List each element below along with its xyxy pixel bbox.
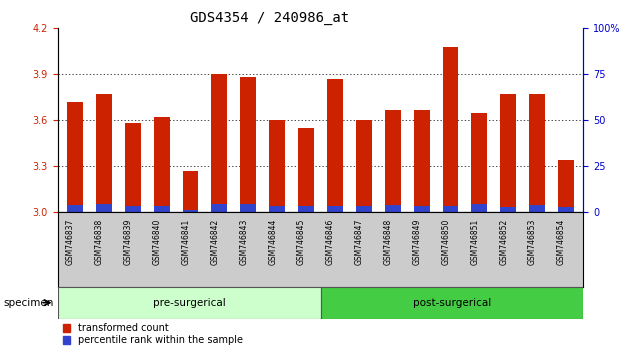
- Text: specimen: specimen: [3, 298, 54, 308]
- Bar: [471, 113, 487, 212]
- Text: GSM746850: GSM746850: [442, 218, 451, 265]
- Text: GSM746842: GSM746842: [210, 218, 219, 264]
- Bar: [67, 102, 83, 212]
- Bar: [327, 79, 343, 212]
- Bar: [385, 110, 401, 212]
- Text: GSM746840: GSM746840: [153, 218, 162, 265]
- Text: GSM746853: GSM746853: [528, 218, 537, 265]
- Bar: [442, 47, 458, 212]
- Bar: [269, 120, 285, 212]
- Bar: [442, 206, 458, 212]
- Text: GSM746854: GSM746854: [557, 218, 566, 265]
- Text: GSM746848: GSM746848: [384, 218, 393, 264]
- Bar: [558, 207, 574, 212]
- Bar: [269, 206, 285, 212]
- Text: GSM746837: GSM746837: [66, 218, 75, 265]
- Bar: [471, 204, 487, 212]
- Bar: [529, 94, 545, 212]
- Bar: [183, 171, 199, 212]
- Legend: transformed count, percentile rank within the sample: transformed count, percentile rank withi…: [63, 324, 243, 346]
- Bar: [356, 120, 372, 212]
- Bar: [500, 94, 516, 212]
- Text: GSM746849: GSM746849: [413, 218, 422, 265]
- Bar: [58, 287, 320, 319]
- Bar: [240, 204, 256, 212]
- Bar: [154, 117, 170, 212]
- Bar: [298, 128, 314, 212]
- Bar: [96, 204, 112, 212]
- Text: GSM746843: GSM746843: [239, 218, 248, 265]
- Bar: [320, 287, 583, 319]
- Bar: [67, 205, 83, 212]
- Bar: [240, 78, 256, 212]
- Bar: [212, 204, 228, 212]
- Text: GSM746839: GSM746839: [124, 218, 133, 265]
- Bar: [327, 206, 343, 212]
- Text: GSM746847: GSM746847: [355, 218, 364, 265]
- Bar: [212, 74, 228, 212]
- Bar: [125, 124, 141, 212]
- Bar: [529, 206, 545, 212]
- Text: GSM746852: GSM746852: [499, 218, 508, 264]
- Text: GSM746846: GSM746846: [326, 218, 335, 265]
- Text: post-surgerical: post-surgerical: [413, 298, 491, 308]
- Bar: [385, 206, 401, 212]
- Text: GSM746844: GSM746844: [268, 218, 277, 265]
- Bar: [413, 206, 429, 212]
- Text: GSM746851: GSM746851: [470, 218, 479, 264]
- Bar: [154, 206, 170, 212]
- Bar: [500, 207, 516, 212]
- Bar: [413, 110, 429, 212]
- Bar: [125, 206, 141, 212]
- Bar: [183, 210, 199, 212]
- Bar: [558, 160, 574, 212]
- Text: GSM746845: GSM746845: [297, 218, 306, 265]
- Text: GSM746841: GSM746841: [181, 218, 190, 264]
- Text: GDS4354 / 240986_at: GDS4354 / 240986_at: [190, 11, 349, 25]
- Bar: [356, 206, 372, 212]
- Text: pre-surgerical: pre-surgerical: [153, 298, 226, 308]
- Bar: [96, 94, 112, 212]
- Text: GSM746838: GSM746838: [95, 218, 104, 264]
- Bar: [298, 206, 314, 212]
